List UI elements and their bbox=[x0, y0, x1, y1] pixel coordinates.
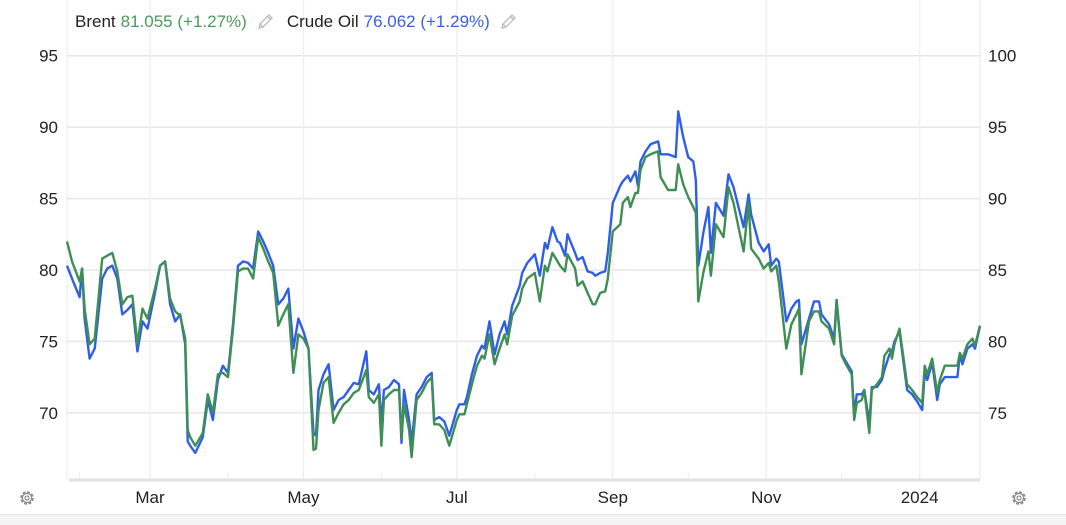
pencil-icon[interactable] bbox=[255, 12, 275, 32]
legend-item-brent[interactable]: Brent 81.055 (+1.27%) bbox=[75, 12, 275, 32]
legend-series-name: Crude Oil bbox=[286, 12, 359, 31]
legend-series-value: 76.062 (+1.29%) bbox=[363, 12, 490, 31]
y-right-tick-label: 100 bbox=[988, 47, 1016, 66]
y-left-tick-label: 90 bbox=[39, 118, 58, 137]
y-left-tick-label: 80 bbox=[39, 261, 58, 280]
y-left-tick-label: 75 bbox=[39, 332, 58, 351]
legend-series-value: 81.055 (+1.27%) bbox=[120, 12, 247, 31]
y-right-tick-label: 80 bbox=[988, 332, 1007, 351]
x-tick-label: Nov bbox=[751, 488, 782, 507]
series-lines bbox=[65, 110, 982, 459]
series-line-crude-oil bbox=[65, 110, 982, 455]
series-line-brent bbox=[65, 150, 982, 459]
grid bbox=[66, 0, 981, 480]
legend-series-name: Brent bbox=[75, 12, 116, 31]
bottom-band bbox=[0, 514, 1066, 525]
legend: Brent 81.055 (+1.27%) Crude Oil 76.062 (… bbox=[75, 12, 530, 32]
gear-icon[interactable] bbox=[17, 488, 37, 508]
y-left-tick-label: 85 bbox=[39, 190, 58, 209]
y-right-tick-label: 85 bbox=[988, 261, 1007, 280]
x-tick-label: May bbox=[287, 488, 320, 507]
x-tick-label: Mar bbox=[135, 488, 165, 507]
y-left-tick-label: 70 bbox=[39, 404, 58, 423]
legend-item-crude-oil[interactable]: Crude Oil 76.062 (+1.29%) bbox=[287, 12, 518, 32]
right-y-axis: 100 95 90 85 80 75 bbox=[988, 47, 1016, 423]
x-tick-label: Sep bbox=[598, 488, 628, 507]
y-right-tick-label: 95 bbox=[988, 118, 1007, 137]
pencil-icon[interactable] bbox=[498, 12, 518, 32]
gear-icon[interactable] bbox=[1009, 488, 1029, 508]
x-axis: Mar May Jul Sep Nov 2024 bbox=[69, 472, 980, 507]
x-tick-label: Jul bbox=[446, 488, 468, 507]
y-right-tick-label: 75 bbox=[988, 404, 1007, 423]
x-tick-label: 2024 bbox=[901, 488, 939, 507]
y-right-tick-label: 90 bbox=[988, 190, 1007, 209]
y-left-tick-label: 95 bbox=[39, 47, 58, 66]
left-y-axis: 95 90 85 80 75 70 bbox=[39, 47, 58, 423]
